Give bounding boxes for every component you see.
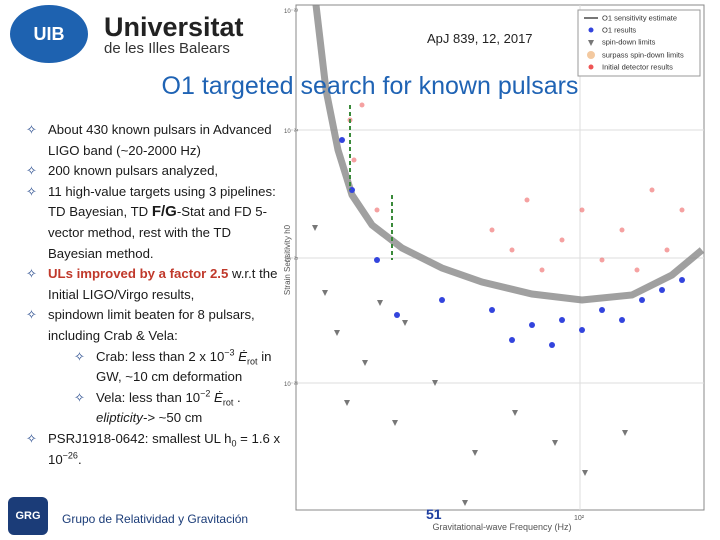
bullet: 200 known pulsars analyzed, — [26, 161, 288, 182]
bullet-text: Vela: less than 10 — [96, 389, 201, 405]
bullet: spindown limit beaten for 8 pulsars, inc… — [26, 305, 288, 429]
legend-swatch — [588, 40, 594, 46]
bullet-text: About 430 known pulsars in Advanced LIGO… — [48, 122, 272, 158]
university-subname: de les Illes Balears — [104, 40, 230, 57]
bullet-highlight: ULs improved by a factor 2.5 — [48, 266, 229, 282]
bullet-text: w.r.t the Initial LIGO/Virgo results, — [48, 266, 278, 302]
legend-entry: O1 results — [602, 26, 636, 35]
bullet-text: . — [233, 389, 241, 405]
sensitivity-curve — [312, 4, 705, 304]
sub-bullet: Crab: less than 2 x 10−3 Ėrot in GW, ~10… — [74, 347, 288, 388]
bullet-text: 0 — [231, 438, 237, 449]
legend: O1 sensitivity estimate O1 results spin-… — [584, 14, 684, 72]
bullet-text: elipticity-> — [96, 410, 155, 426]
initial-points — [347, 102, 685, 273]
bullet-text: 11 high-value targets using 3 pipelines:… — [48, 183, 276, 220]
uib-logo: UIB — [10, 5, 88, 63]
legend-entry: spin-down limits — [602, 38, 656, 47]
bullet-text: F/G — [151, 203, 177, 221]
sub-list: Crab: less than 2 x 10−3 Ėrot in GW, ~10… — [48, 347, 288, 429]
y-tick-label: 10⁻²⁶ — [284, 381, 299, 388]
legend-box — [577, 9, 701, 77]
citation: ApJ 839, 12, 2017 — [427, 31, 533, 46]
y-tick-label: 10⁻²³ — [284, 9, 298, 15]
grg-logo: GRG — [8, 497, 48, 535]
bullet-list: About 430 known pulsars in Advanced LIGO… — [26, 120, 288, 470]
legend-swatch — [587, 51, 595, 59]
slide-title: O1 targeted search for known pulsars — [161, 72, 579, 100]
o1-points — [339, 137, 685, 348]
bullet-text: ~50 cm — [155, 410, 203, 426]
bullet: About 430 known pulsars in Advanced LIGO… — [26, 120, 288, 161]
y-tick-label: 10⁻²⁴ — [284, 128, 299, 135]
bullet-text: Ė — [210, 389, 223, 405]
university-name: Universitat — [104, 12, 244, 42]
bullet-text: 200 known pulsars analyzed, — [48, 163, 219, 179]
plot-grid — [296, 5, 704, 510]
bullet-text: . — [77, 451, 82, 467]
legend-swatch — [588, 27, 594, 33]
legend-entry: O1 sensitivity estimate — [602, 14, 677, 23]
y-tick-label: 10⁻²⁵ — [284, 256, 299, 263]
bullet-text: PSRJ1918-0642: smallest UL h — [48, 430, 232, 446]
legend-swatch — [588, 64, 594, 70]
bullet: ULs improved by a factor 2.5 w.r.t the I… — [26, 264, 288, 305]
spindown-lines — [349, 105, 393, 260]
spindown-points — [312, 225, 628, 506]
bullet-text: −3 — [224, 347, 235, 358]
bullet: 11 high-value targets using 3 pipelines:… — [26, 182, 288, 264]
bullet-text: rot — [222, 397, 234, 408]
bullet-text: = 1.6 x 10 — [48, 430, 281, 467]
bullet-text: in GW, ~10 cm deformation — [96, 348, 272, 385]
x-axis-label: Gravitational-wave Frequency (Hz) — [432, 522, 571, 532]
bullet-text: Ė — [234, 348, 248, 364]
bullet-text: spindown limit beaten for 8 pulsars, inc… — [48, 307, 255, 343]
bullet-text: -Stat and FD 5-vector method, rest with … — [48, 204, 267, 261]
bullet-text: −26 — [62, 450, 78, 461]
bullet-text: rot — [247, 356, 258, 367]
sub-bullet: Vela: less than 10−2 Ėrot . elipticity->… — [74, 388, 288, 429]
group-name: Grupo de Relatividad y Gravitación — [62, 512, 249, 526]
page-number: 51 — [426, 506, 442, 522]
bullet-text: −2 — [200, 388, 211, 399]
x-tick-label: 10² — [574, 515, 585, 522]
y-ticks: 10⁻²³ 10⁻²⁴ 10⁻²⁵ 10⁻²⁶ — [284, 9, 299, 388]
bullet: PSRJ1918-0642: smallest UL h0 = 1.6 x 10… — [26, 429, 288, 470]
pulsar-plot: O1 sensitivity estimate O1 results spin-… — [283, 4, 705, 532]
bullet-text: Crab: less than 2 x 10 — [96, 348, 225, 364]
legend-entry: Initial detector results — [602, 63, 673, 72]
legend-entry: surpass spin-down limits — [602, 51, 684, 60]
